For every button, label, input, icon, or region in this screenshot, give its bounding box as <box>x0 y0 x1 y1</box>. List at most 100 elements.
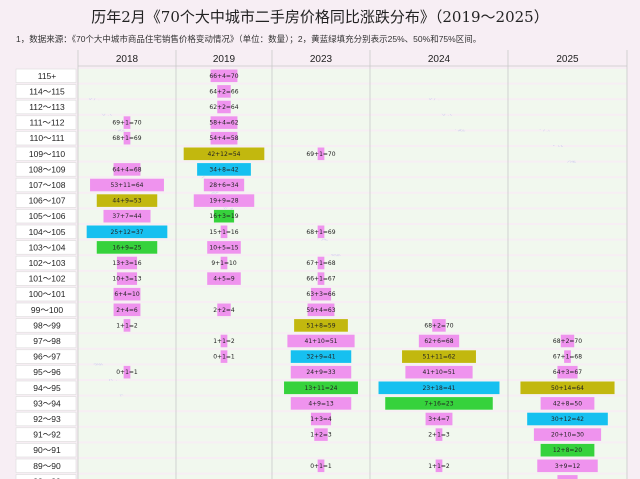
row-label-cell <box>15 84 77 99</box>
row-label: 88～89 <box>33 476 61 479</box>
bar-2018-100～101 <box>113 287 141 301</box>
row-label: 102～103 <box>29 258 66 268</box>
row-band <box>78 115 627 130</box>
bar-label: 0+1=1 <box>116 369 138 376</box>
row-label-cell <box>15 474 77 479</box>
row-label-cell <box>15 131 77 146</box>
bar-label: 1+3=4 <box>310 416 332 423</box>
bar-label: 23+18=41 <box>423 385 456 392</box>
bar-label: 64+2=66 <box>209 88 238 95</box>
bar-label: 66+1=67 <box>306 276 335 283</box>
bar-label: 37+7=44 <box>112 213 141 220</box>
row-label-cell <box>15 411 77 427</box>
bar-2025-91～92 <box>533 428 602 441</box>
row-label-cell <box>15 365 77 380</box>
row-label: 112～113 <box>29 102 65 112</box>
bar-2023-94～95 <box>284 381 358 395</box>
bar-label: 25+12=37 <box>111 229 144 236</box>
bar-2023-96～97 <box>290 350 352 363</box>
bar-label: 68+2=70 <box>424 322 453 329</box>
bar-label: 68+1=69 <box>306 229 335 236</box>
row-label: 110～111 <box>30 133 65 143</box>
bar-2023-98～99 <box>294 319 348 332</box>
bar-label: 41+10=51 <box>423 369 456 376</box>
bar-2023-92～93 <box>310 412 332 426</box>
bar-label: 44+9=53 <box>112 198 141 205</box>
row-label: 105～106 <box>29 211 66 221</box>
row-label: 109～110 <box>29 149 66 159</box>
bar-2018-105～106 <box>103 209 151 223</box>
bar-2025-96～97 <box>564 350 571 363</box>
row-label-cell <box>15 68 77 83</box>
bar-label: 10+5=15 <box>209 244 238 251</box>
bar-2019-115+ <box>210 69 238 83</box>
bar-2023-91～92 <box>314 428 328 441</box>
column-header-2023: 2023 <box>310 54 333 65</box>
row-label: 96～97 <box>33 352 61 362</box>
bar-label: 64+4=68 <box>112 166 141 173</box>
row-label: 107～108 <box>29 180 66 190</box>
bar-label: 0+1=1 <box>213 354 235 361</box>
bar-2024-92～93 <box>425 412 453 426</box>
bar-label: 67+1=68 <box>306 260 335 267</box>
bar-2019-112～113 <box>217 100 231 114</box>
row-label: 106～107 <box>29 196 66 206</box>
column-header-2018: 2018 <box>116 54 139 65</box>
bar-2023-89～90 <box>317 459 325 473</box>
bar-label: 50+14=64 <box>551 385 584 392</box>
row-band <box>78 459 627 473</box>
bar-2025-88～89 <box>557 475 578 479</box>
bar-2019-111～112 <box>210 116 238 129</box>
row-band <box>78 240 627 255</box>
row-label-cell <box>15 333 77 349</box>
row-label-cell <box>15 255 77 271</box>
bar-2024-95～96 <box>405 365 473 379</box>
row-band <box>78 443 627 457</box>
row-label: 91～92 <box>33 430 61 440</box>
bar-label: 3+4=7 <box>428 416 450 423</box>
bar-2018-104～105 <box>86 225 168 239</box>
chart-note: 1，数据来源：《70个大中城市商品住宅销售价格变动情况》（单位：数量）；2，黄蓝… <box>16 34 482 44</box>
bar-2018-106～107 <box>96 194 158 207</box>
bar-2019-104～105 <box>220 225 228 239</box>
bar-2024-97～98 <box>418 334 460 348</box>
bar-label: 16+9=25 <box>112 244 141 251</box>
bar-2023-104～105 <box>317 225 325 239</box>
row-label-cell <box>15 396 77 411</box>
bar-label: 1+1=2 <box>213 338 235 345</box>
bar-2019-97～98 <box>220 334 228 348</box>
row-label: 93～94 <box>33 398 61 408</box>
bar-2018-111～112 <box>123 116 131 129</box>
bar-2019-105～106 <box>213 209 235 223</box>
row-label-cell <box>15 287 77 302</box>
bar-label: 66+4=70 <box>209 73 238 80</box>
row-band <box>78 474 627 479</box>
bar-2025-92～93 <box>527 412 608 426</box>
bar-label: 20+10=30 <box>551 432 584 439</box>
bar-2024-89～90 <box>435 459 443 473</box>
row-label-cell <box>15 458 77 473</box>
bar-2018-107～108 <box>90 178 164 192</box>
bar-label: 15+1=16 <box>209 229 238 236</box>
bar-label: 32+9=41 <box>306 354 335 361</box>
bar-label: 13+3=16 <box>112 260 141 267</box>
bar-2023-93～94 <box>290 397 352 410</box>
row-band <box>78 412 627 426</box>
bar-label: 24+9=33 <box>306 369 335 376</box>
row-band <box>78 287 627 301</box>
row-label-cell <box>15 177 77 193</box>
column-header-2025: 2025 <box>556 54 579 65</box>
bar-label: 64+3=67 <box>553 369 582 376</box>
row-label: 103～104 <box>29 242 66 252</box>
row-label: 108～109 <box>29 164 66 174</box>
row-label: 94～95 <box>33 383 61 393</box>
row-label-cell <box>15 162 77 177</box>
bar-label: 69+1=70 <box>112 120 141 127</box>
row-band <box>78 318 627 333</box>
row-band <box>78 193 627 208</box>
row-label-cell <box>15 271 77 286</box>
bar-label: 67+1=68 <box>553 354 582 361</box>
bar-2024-96～97 <box>402 350 476 363</box>
bar-2025-89～90 <box>537 459 598 473</box>
bar-label: 7+16=23 <box>424 400 453 407</box>
